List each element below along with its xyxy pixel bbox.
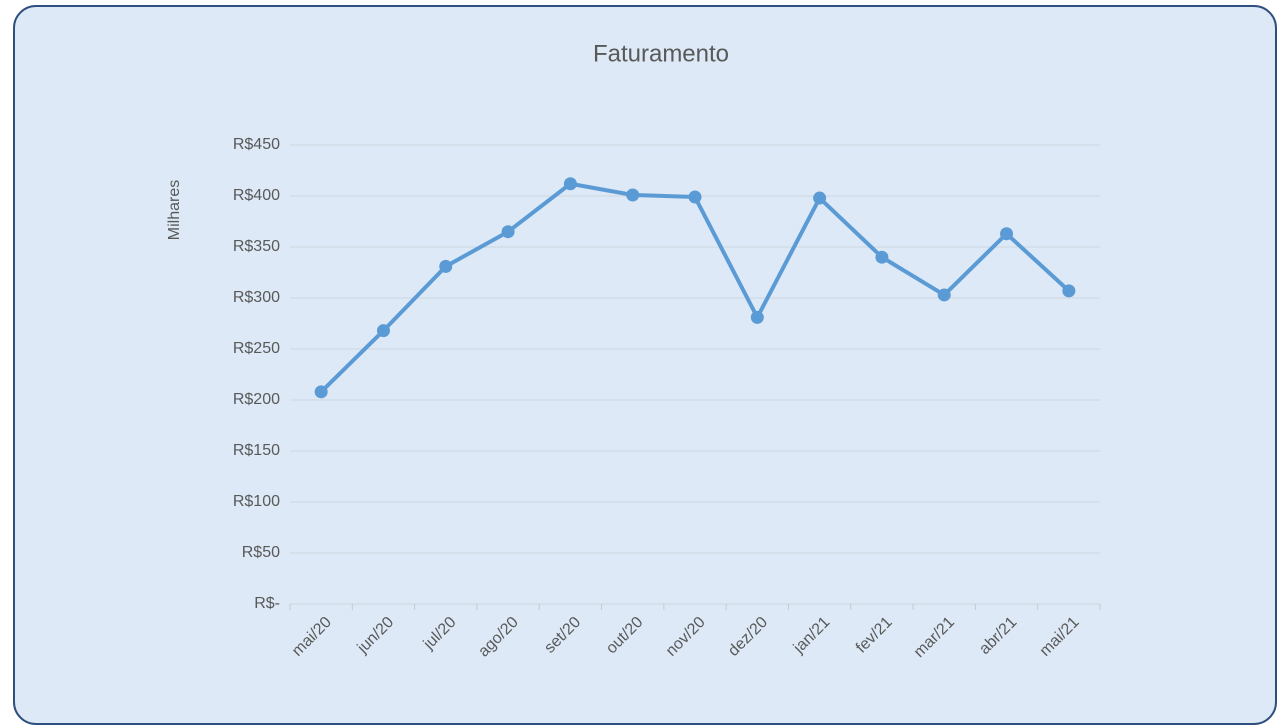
y-tick-label: R$450 — [233, 136, 280, 153]
data-point — [1062, 284, 1076, 298]
data-point — [314, 385, 328, 399]
y-tick-label: R$300 — [233, 289, 280, 306]
y-tick-label: R$50 — [242, 544, 280, 561]
y-tick-label: R$100 — [233, 493, 280, 510]
data-point — [563, 177, 577, 191]
data-point — [937, 288, 951, 302]
data-point — [813, 191, 827, 205]
y-axis-label: Milhares — [166, 180, 183, 240]
data-point — [376, 324, 390, 338]
y-tick-label: R$250 — [233, 340, 280, 357]
y-tick-label: R$- — [254, 595, 280, 612]
data-point — [626, 188, 640, 202]
data-point — [439, 259, 453, 273]
chart-frame — [13, 5, 1277, 725]
chart-title: Faturamento — [593, 40, 729, 67]
y-tick-label: R$400 — [233, 187, 280, 204]
data-point — [750, 310, 764, 324]
data-point — [688, 190, 702, 204]
y-tick-label: R$350 — [233, 238, 280, 255]
y-tick-label: R$150 — [233, 442, 280, 459]
data-point — [1000, 227, 1014, 241]
data-point — [875, 250, 889, 264]
y-tick-label: R$200 — [233, 391, 280, 408]
data-point — [501, 225, 515, 239]
